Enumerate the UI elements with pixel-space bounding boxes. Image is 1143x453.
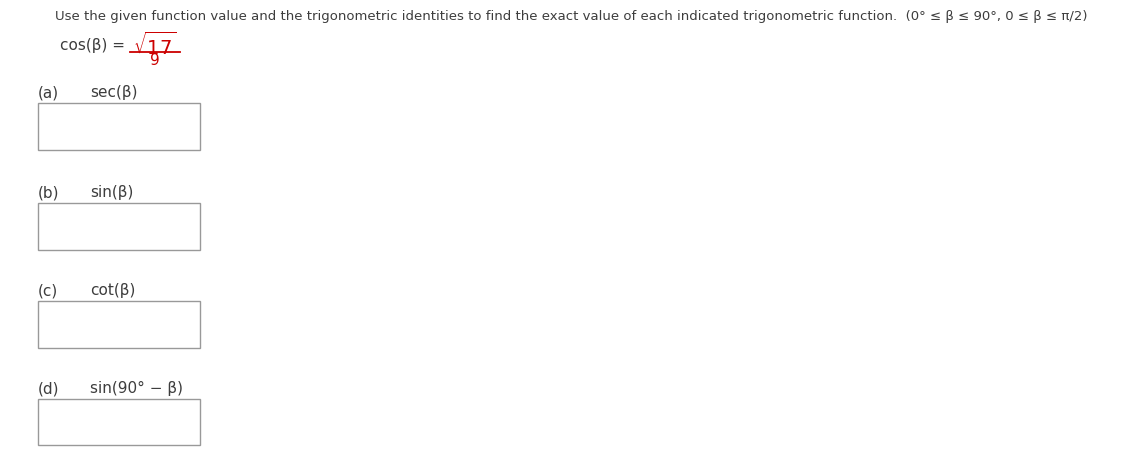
Text: 9: 9	[150, 53, 160, 68]
Text: cot(β): cot(β)	[90, 283, 135, 298]
Bar	[38, 203, 200, 250]
Text: cos(β) =: cos(β) =	[59, 38, 125, 53]
Text: sec(β): sec(β)	[90, 85, 137, 100]
Bar	[38, 103, 200, 150]
Text: sin(β): sin(β)	[90, 185, 134, 200]
Text: $\sqrt{17}$: $\sqrt{17}$	[134, 32, 176, 59]
Bar	[38, 399, 200, 445]
Bar	[38, 301, 200, 348]
Text: (a): (a)	[38, 85, 59, 100]
Text: Use the given function value and the trigonometric identities to find the exact : Use the given function value and the tri…	[55, 10, 1087, 23]
Text: (b): (b)	[38, 185, 59, 200]
Text: (c): (c)	[38, 283, 58, 298]
Text: (d): (d)	[38, 381, 59, 396]
Text: sin(90° − β): sin(90° − β)	[90, 381, 183, 396]
